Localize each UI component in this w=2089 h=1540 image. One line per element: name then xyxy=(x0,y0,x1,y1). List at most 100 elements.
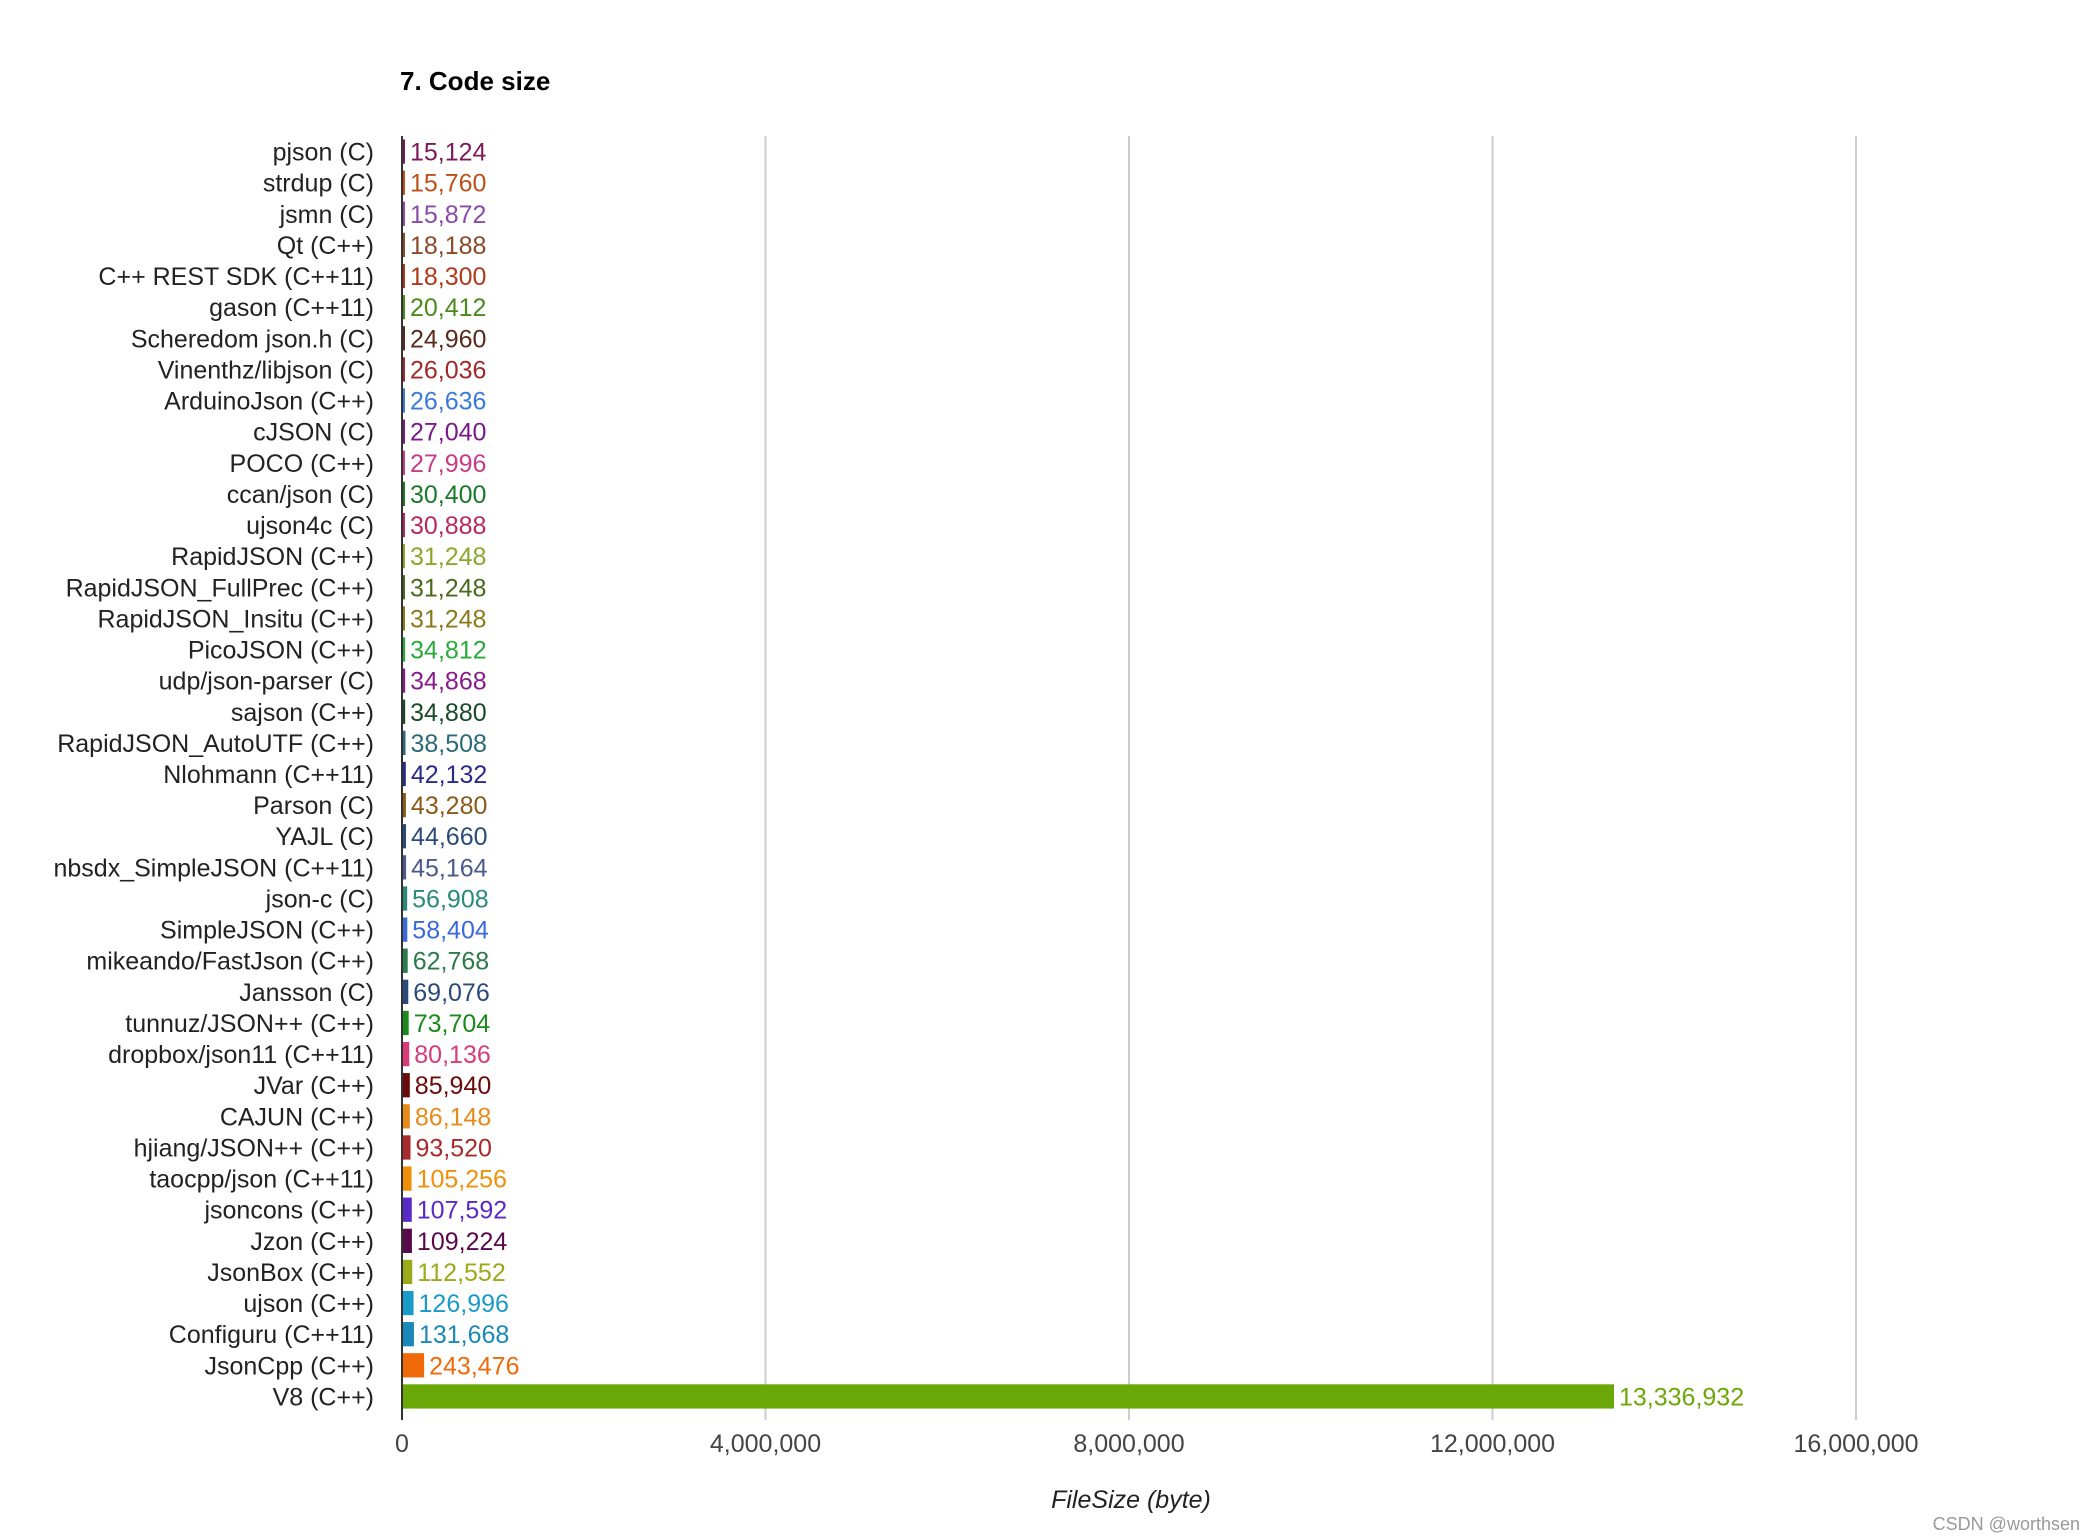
x-tick-label: 4,000,000 xyxy=(710,1430,821,1458)
value-label: 30,888 xyxy=(410,512,486,540)
category-label: Vinenthz/libjson (C) xyxy=(158,356,374,384)
category-label: mikeando/FastJson (C++) xyxy=(86,948,374,976)
value-label: 27,040 xyxy=(410,419,486,447)
bar xyxy=(402,326,405,351)
category-label: CAJUN (C++) xyxy=(220,1103,374,1131)
value-label: 243,476 xyxy=(429,1352,519,1380)
value-label: 44,660 xyxy=(411,823,487,851)
value-label: 31,248 xyxy=(410,543,486,571)
bar xyxy=(402,1010,409,1036)
bar xyxy=(402,357,405,382)
category-label: RapidJSON (C++) xyxy=(171,543,374,571)
value-label: 73,704 xyxy=(414,1010,491,1038)
value-labels: 15,124 15,760 15,872 18,188 18,300 20,412 24,9… xyxy=(410,139,1744,1412)
bar xyxy=(402,544,405,569)
bar xyxy=(402,1041,410,1067)
value-label: 38,508 xyxy=(410,730,486,758)
category-label: json-c (C) xyxy=(265,885,374,913)
category-label: Nlohmann (C++11) xyxy=(163,761,374,789)
bar xyxy=(402,699,406,724)
value-label: 15,872 xyxy=(410,201,486,229)
value-label: 112,552 xyxy=(417,1259,506,1287)
value-label: 18,300 xyxy=(410,263,486,291)
watermark: CSDN @worthsen xyxy=(1933,1514,2080,1534)
value-label: 56,908 xyxy=(412,885,488,913)
value-label: 26,636 xyxy=(410,388,486,416)
value-label: 105,256 xyxy=(417,1166,507,1194)
category-label: JsonBox (C++) xyxy=(207,1259,374,1287)
bar xyxy=(402,575,405,600)
bar xyxy=(402,232,405,258)
value-label: 126,996 xyxy=(419,1290,509,1318)
bar xyxy=(402,1384,1614,1409)
category-label: YAJL (C) xyxy=(275,823,374,851)
bar xyxy=(402,201,405,226)
category-label: Jzon (C++) xyxy=(250,1228,374,1256)
value-label: 31,248 xyxy=(410,574,486,602)
bar xyxy=(402,730,406,756)
category-label: ccan/json (C) xyxy=(227,481,374,509)
category-label: SimpleJSON (C++) xyxy=(160,917,374,945)
category-label: RapidJSON_FullPrec (C++) xyxy=(66,574,374,602)
value-label: 31,248 xyxy=(410,605,486,633)
value-label: 86,148 xyxy=(415,1103,491,1131)
bar xyxy=(402,1259,413,1285)
bar xyxy=(402,1197,412,1222)
category-label: Parson (C) xyxy=(253,792,374,820)
category-label: taocpp/json (C++11) xyxy=(149,1166,374,1194)
value-label: 85,940 xyxy=(415,1072,491,1100)
value-label: 34,812 xyxy=(410,637,486,665)
category-label: udp/json-parser (C) xyxy=(159,668,374,696)
value-label: 69,076 xyxy=(413,979,489,1007)
category-label: sajson (C++) xyxy=(231,699,374,727)
bar xyxy=(402,1290,414,1316)
bar xyxy=(402,481,405,507)
bar xyxy=(402,824,407,849)
bar xyxy=(402,1228,412,1253)
value-label: 93,520 xyxy=(415,1134,491,1162)
bar xyxy=(402,1073,410,1098)
value-label: 24,960 xyxy=(410,325,486,353)
bar xyxy=(402,948,408,973)
value-label: 131,668 xyxy=(419,1321,509,1349)
category-label: pjson (C) xyxy=(273,139,374,167)
category-label: gason (C++11) xyxy=(209,294,374,322)
bar xyxy=(402,170,405,195)
bar xyxy=(402,512,405,538)
value-label: 109,224 xyxy=(417,1228,507,1256)
bar xyxy=(402,917,408,942)
bar xyxy=(402,637,406,662)
category-label: C++ REST SDK (C++11) xyxy=(98,263,374,291)
category-label: ujson4c (C) xyxy=(246,512,374,540)
category-label: POCO (C++) xyxy=(230,450,374,478)
bar xyxy=(402,263,405,289)
category-label: strdup (C) xyxy=(263,170,374,198)
bar xyxy=(402,1166,412,1191)
value-label: 27,996 xyxy=(410,450,486,478)
value-label: 42,132 xyxy=(411,761,487,789)
bars xyxy=(402,139,1614,1409)
value-label: 18,188 xyxy=(410,232,486,260)
chart-title: 7. Code size xyxy=(400,66,550,96)
category-label: RapidJSON_AutoUTF (C++) xyxy=(57,730,374,758)
category-label: jsmn (C) xyxy=(279,201,374,229)
category-label: ujson (C++) xyxy=(243,1290,374,1318)
bar xyxy=(402,1104,410,1129)
bar xyxy=(402,1353,425,1378)
bar xyxy=(402,388,405,413)
bar xyxy=(402,668,406,693)
category-label: tunnuz/JSON++ (C++) xyxy=(125,1010,374,1038)
category-label: Qt (C++) xyxy=(277,232,374,260)
value-label: 30,400 xyxy=(410,481,486,509)
bar xyxy=(402,761,406,787)
bar xyxy=(402,1322,414,1347)
value-label: 43,280 xyxy=(411,792,487,820)
gridlines xyxy=(764,136,1857,1420)
value-label: 34,880 xyxy=(410,699,486,727)
category-label: nbsdx_SimpleJSON (C++11) xyxy=(53,854,374,882)
category-label: cJSON (C) xyxy=(253,419,374,447)
value-label: 58,404 xyxy=(412,917,489,945)
category-label: dropbox/json11 (C++11) xyxy=(108,1041,374,1069)
x-axis-title: FileSize (byte) xyxy=(1051,1486,1211,1514)
bar xyxy=(402,979,409,1004)
